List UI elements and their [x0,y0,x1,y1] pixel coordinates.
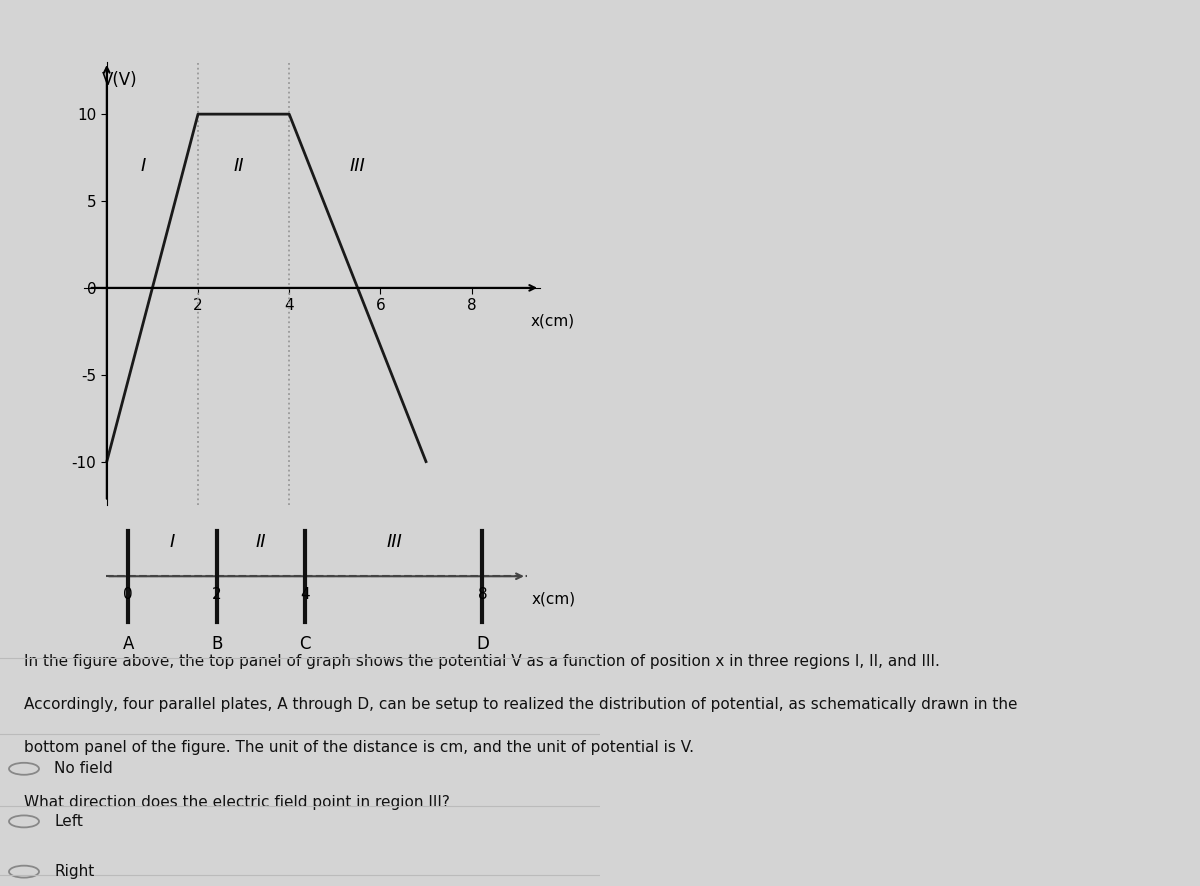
Text: I: I [170,533,175,551]
Text: III: III [386,533,402,551]
Text: Accordingly, four parallel plates, A through D, can be setup to realized the dis: Accordingly, four parallel plates, A thr… [24,697,1018,712]
Text: D: D [476,635,488,653]
Text: bottom panel of the figure. The unit of the distance is cm, and the unit of pote: bottom panel of the figure. The unit of … [24,740,694,755]
Text: Left: Left [54,814,83,829]
Text: I: I [140,157,146,175]
Text: 8: 8 [478,587,487,602]
Text: C: C [300,635,311,653]
Text: No field: No field [54,761,113,776]
Text: 0: 0 [124,587,133,602]
Text: Right: Right [54,864,95,879]
Text: A: A [122,635,134,653]
Text: In the figure above, the top panel of graph shows the potential V as a function : In the figure above, the top panel of gr… [24,654,940,669]
Text: What direction does the electric field point in region III?: What direction does the electric field p… [24,795,450,810]
Text: 2: 2 [212,587,222,602]
Text: x(cm): x(cm) [530,314,575,329]
Text: II: II [256,533,266,551]
Text: III: III [349,157,366,175]
Text: 4: 4 [300,587,310,602]
Text: V(V): V(V) [102,71,138,89]
Text: II: II [234,157,245,175]
Text: B: B [211,635,222,653]
Text: x(cm): x(cm) [532,592,575,607]
